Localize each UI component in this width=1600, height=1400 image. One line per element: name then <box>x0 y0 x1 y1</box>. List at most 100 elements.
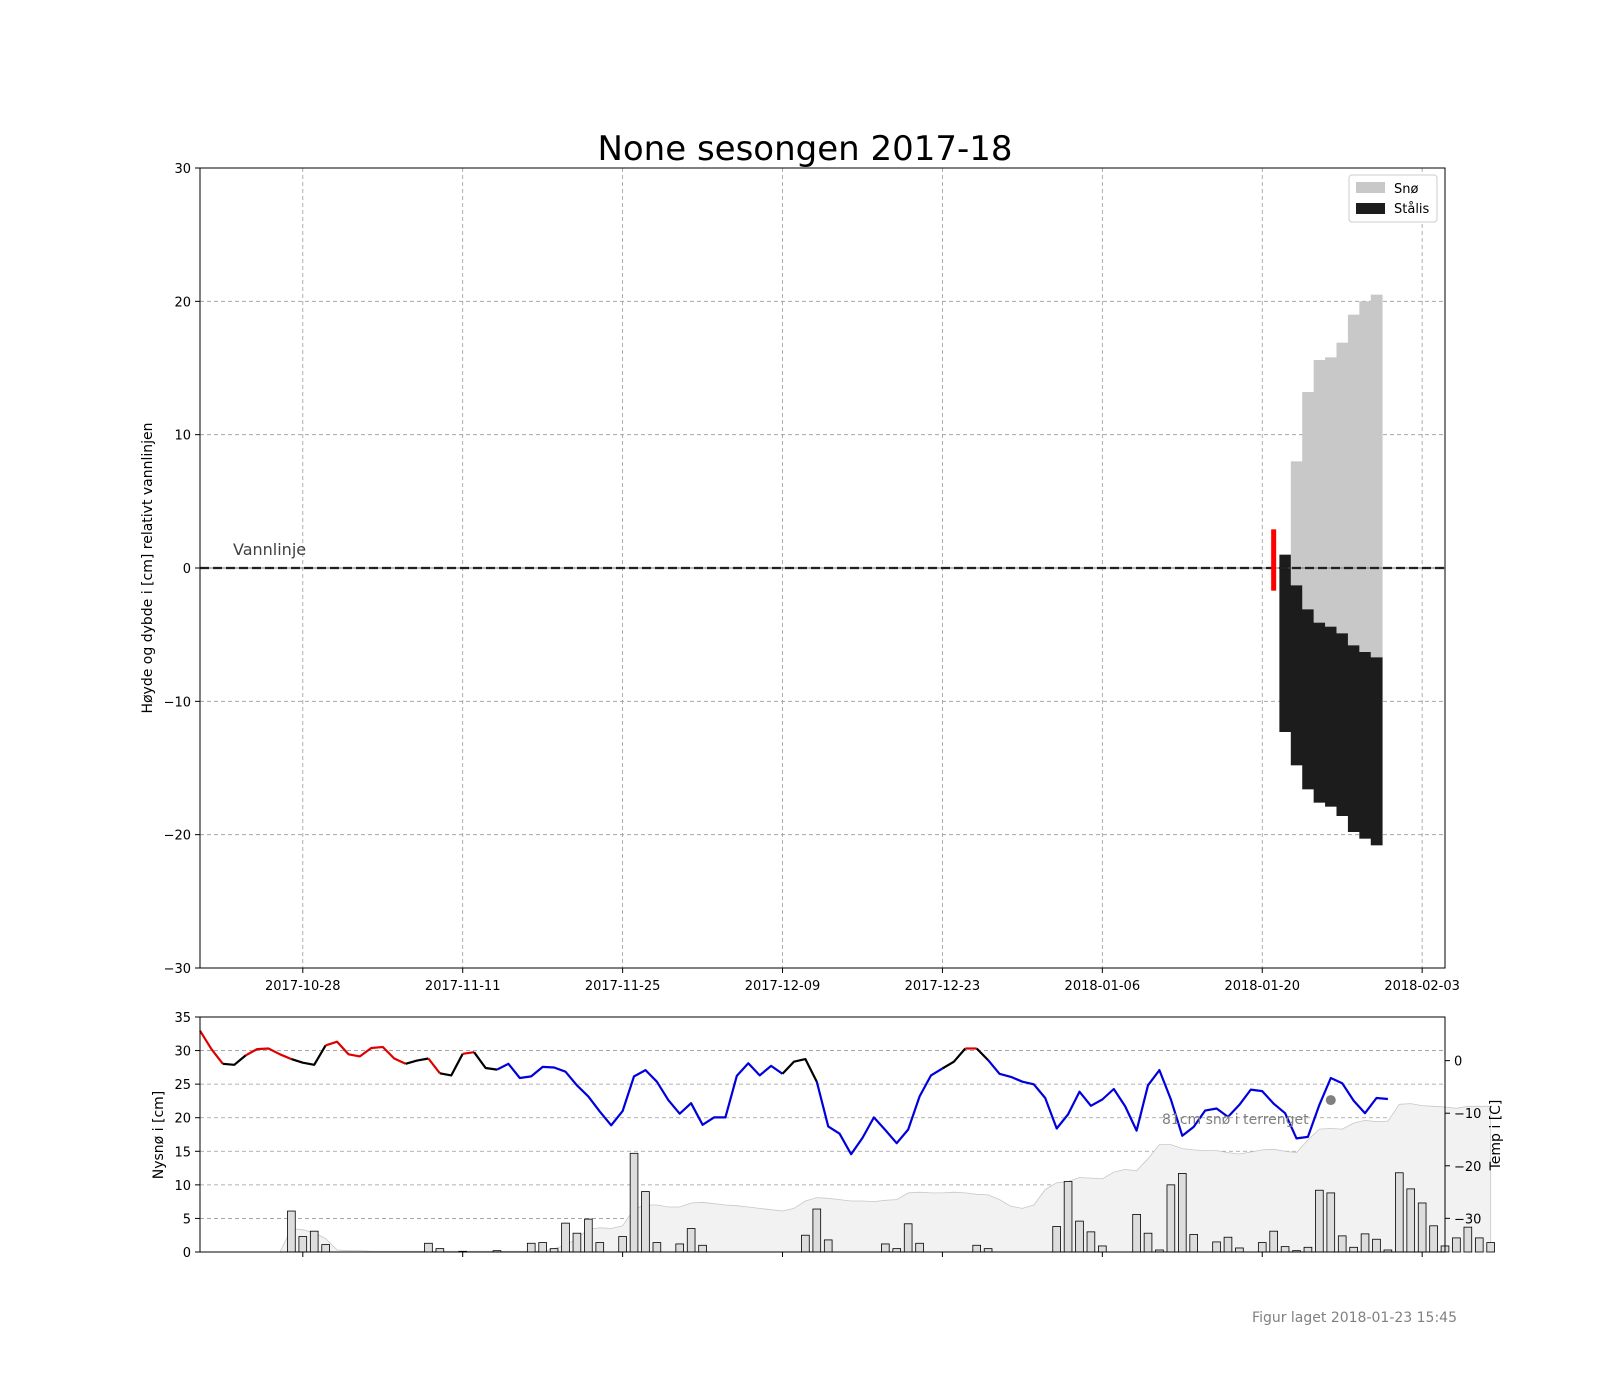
ice-x-tick-label: 2018-01-06 <box>1065 979 1141 994</box>
chart-title: None sesongen 2017-18 <box>597 129 1012 169</box>
new-snow-bar <box>1178 1173 1187 1253</box>
ice-columns <box>1279 294 1383 846</box>
snow-column <box>1302 392 1315 610</box>
new-snow-bar <box>287 1210 296 1253</box>
new-snow-y-tick-label: 20 <box>174 1112 191 1127</box>
ice-y-axis-label: Høyde og dybde i [cm] relativt vannlinje… <box>140 422 156 713</box>
snow-column <box>1359 301 1372 652</box>
new-snow-bar <box>686 1228 696 1253</box>
measurement-bar <box>1271 529 1277 591</box>
temperature-y-tick-label: −20 <box>1454 1160 1481 1175</box>
waterline-label: Vannlinje <box>233 540 306 559</box>
temperature-y-tick-label: −10 <box>1454 1107 1481 1122</box>
new-snow-bar <box>1052 1226 1061 1253</box>
temperature-axis-label: Temp i [C] <box>1488 1100 1504 1172</box>
snow-depth-annotation: 81cm snø i terrenget <box>1162 1112 1309 1128</box>
new-snow-bar <box>972 1244 981 1253</box>
new-snow-bar <box>1189 1234 1198 1253</box>
new-snow-y-tick-label: 25 <box>174 1078 191 1093</box>
new-snow-bar <box>1429 1225 1438 1253</box>
weather-plot-frame <box>199 1016 1446 1253</box>
legend-swatch-snow <box>1356 182 1385 193</box>
ice-y-tick-label: −10 <box>164 695 191 710</box>
new-snow-bar <box>526 1242 536 1253</box>
temperature-line <box>199 1030 1388 1156</box>
new-snow-bar <box>1474 1237 1484 1253</box>
temperature-line-segment <box>405 1057 429 1065</box>
new-snow-bar <box>1143 1232 1153 1253</box>
ice-x-tick-label: 2017-11-25 <box>585 979 661 994</box>
new-snow-bar <box>1315 1189 1324 1253</box>
new-snow-axis-label: Nysnø i [cm] <box>151 1091 167 1180</box>
steel-ice-column <box>1313 622 1326 803</box>
new-snow-bar <box>1063 1181 1073 1253</box>
steel-ice-column <box>1370 657 1383 846</box>
ice-x-tick-label: 2018-01-20 <box>1224 979 1300 994</box>
new-snow-bar <box>1486 1242 1495 1253</box>
new-snow-bar <box>1337 1235 1347 1253</box>
ice-y-tick-label: 30 <box>174 162 191 177</box>
temperature-line-segment <box>781 1057 818 1083</box>
new-snow-bar <box>1395 1172 1404 1253</box>
new-snow-bar <box>1166 1184 1176 1253</box>
new-snow-bar <box>549 1248 559 1253</box>
new-snow-bar <box>309 1230 319 1253</box>
new-snow-bar <box>1360 1233 1370 1253</box>
new-snow-bar <box>1223 1236 1233 1253</box>
temperature-y-tick-label: 0 <box>1454 1055 1462 1070</box>
ice-x-tick-label: 2017-12-23 <box>905 979 981 994</box>
temperature-line-segment <box>439 1053 464 1077</box>
new-snow-bar <box>1417 1202 1427 1253</box>
new-snow-bar <box>881 1243 890 1253</box>
new-snow-bar <box>321 1244 330 1253</box>
ice-y-tick-label: −20 <box>164 829 191 844</box>
ice-x-tick-label: 2017-11-11 <box>425 979 501 994</box>
temperature-line-segment <box>815 1067 943 1156</box>
new-snow-y-tick-label: 35 <box>174 1011 191 1026</box>
weather-y-ticks-right: −30 −20 −10 0 <box>1445 1055 1481 1227</box>
temperature-line-segment <box>496 1062 784 1127</box>
legend-swatch-steel-ice <box>1356 203 1385 214</box>
new-snow-bar <box>1406 1188 1416 1253</box>
snow-column <box>1325 357 1337 627</box>
temperature-line-segment <box>222 1054 247 1066</box>
snow-column <box>1347 314 1360 646</box>
new-snow-bar <box>915 1242 924 1253</box>
new-snow-bar <box>561 1222 570 1253</box>
new-snow-bar <box>1132 1214 1141 1253</box>
temperature-line-segment <box>245 1047 292 1061</box>
ice-x-tick-label: 2017-12-09 <box>745 979 821 994</box>
snow-column <box>1313 360 1326 623</box>
new-snow-bar <box>903 1223 913 1253</box>
new-snow-bar <box>652 1242 662 1253</box>
ice-x-ticks: 2017-10-28 2017-11-11 2017-11-25 2017-12-09… <box>265 968 1460 994</box>
temperature-line-segment <box>291 1044 327 1066</box>
steel-ice-column <box>1325 626 1337 807</box>
weather-y-ticks-left: 0 5 10 15 20 25 30 35 <box>174 1011 200 1261</box>
ice-x-tick-label: 2018-02-03 <box>1384 979 1460 994</box>
new-snow-y-tick-label: 15 <box>174 1145 191 1160</box>
legend-label-steel-ice: Stålis <box>1394 202 1430 217</box>
new-snow-bar <box>823 1239 833 1253</box>
steel-ice-column <box>1359 652 1372 839</box>
new-snow-bar <box>1326 1192 1336 1253</box>
steel-ice-column <box>1290 585 1303 766</box>
new-snow-bar <box>1349 1246 1358 1253</box>
new-snow-y-tick-label: 0 <box>183 1246 191 1261</box>
new-snow-y-tick-label: 30 <box>174 1045 191 1060</box>
ice-y-ticks: −30 −20 −10 0 10 20 30 <box>164 162 200 977</box>
figure-timestamp: Figur laget 2018-01-23 15:45 <box>1252 1310 1457 1326</box>
new-snow-bar <box>1257 1242 1267 1253</box>
new-snow-bar <box>538 1242 547 1253</box>
legend-label-snow: Snø <box>1394 182 1418 197</box>
ice-x-tick-label: 2017-10-28 <box>265 979 341 994</box>
new-snow-y-tick-label: 5 <box>183 1212 191 1227</box>
temperature-line-segment <box>473 1051 498 1071</box>
temperature-line-segment <box>941 1047 967 1070</box>
new-snow-bar <box>1212 1241 1221 1253</box>
temperature-line-segment <box>325 1040 407 1065</box>
temperature-line-segment <box>987 1059 1388 1140</box>
